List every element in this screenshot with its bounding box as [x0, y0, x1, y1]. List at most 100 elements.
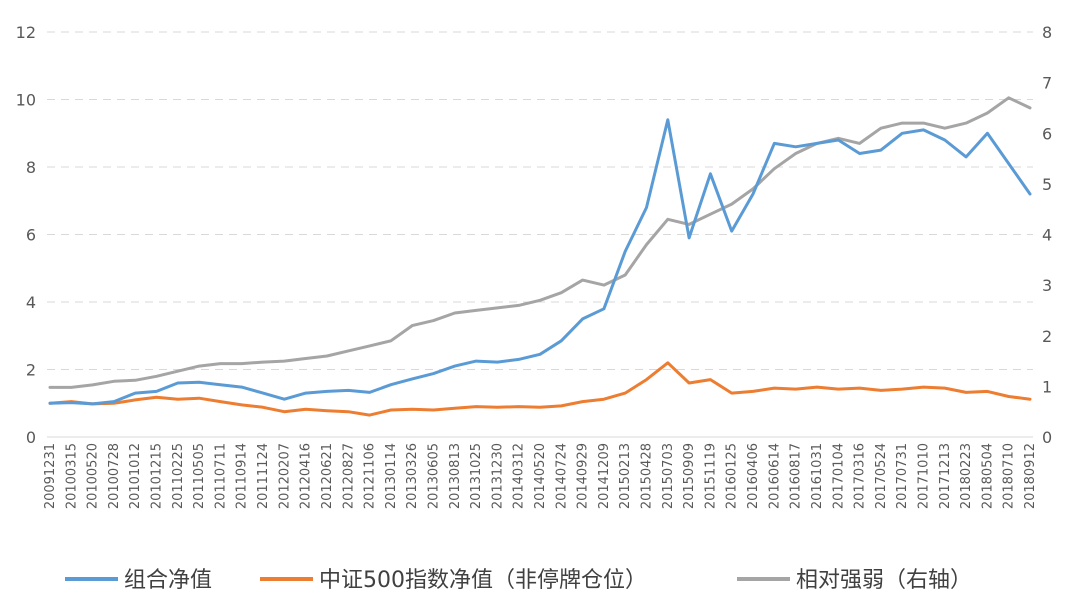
data-point-2	[773, 167, 776, 170]
data-point-1	[709, 378, 712, 381]
data-point-0	[389, 383, 393, 386]
data-point-2	[858, 142, 861, 145]
legend-label-1: 中证500指数净值（非停牌仓位）	[319, 568, 647, 593]
data-point-1	[922, 385, 925, 389]
data-point-1	[496, 406, 499, 409]
data-point-1	[538, 406, 542, 409]
y-right-tick-label: 5	[1042, 175, 1052, 194]
data-point-0	[1028, 192, 1032, 196]
legend-item-1: 中证500指数净值（非停牌仓位）	[260, 568, 647, 593]
data-point-1	[347, 410, 350, 413]
data-point-2	[666, 218, 669, 221]
data-point-1	[176, 398, 179, 401]
data-point-2	[709, 213, 712, 216]
x-tick-label: 20180504	[980, 443, 995, 509]
legend-item-2: 相对强弱（右轴）	[737, 568, 972, 593]
data-point-1	[794, 387, 797, 391]
y-left-tick-label: 6	[26, 226, 36, 245]
y-left-tick-label: 4	[26, 293, 36, 312]
data-point-1	[474, 405, 478, 408]
data-point-0	[964, 155, 968, 159]
x-tick-label: 20151119	[703, 443, 718, 509]
data-point-2	[261, 360, 265, 364]
data-point-2	[645, 243, 648, 246]
data-point-1	[837, 387, 840, 391]
data-point-1	[687, 381, 691, 385]
x-tick-label: 20110505	[192, 443, 207, 509]
data-point-2	[325, 354, 329, 358]
data-point-0	[624, 250, 627, 253]
x-tick-label: 20091231	[43, 443, 58, 509]
y-right-tick-label: 7	[1042, 74, 1052, 93]
data-point-0	[666, 118, 669, 122]
data-point-1	[219, 400, 222, 403]
data-point-0	[368, 391, 371, 394]
data-point-0	[986, 132, 989, 135]
data-point-2	[496, 306, 499, 310]
data-point-1	[325, 409, 329, 412]
x-tick-label: 20160406	[746, 443, 761, 509]
data-point-2	[943, 127, 946, 130]
data-point-0	[240, 385, 243, 389]
data-point-2	[730, 202, 733, 206]
data-point-0	[517, 358, 520, 361]
data-point-2	[91, 383, 94, 387]
x-tick-label: 20110914	[235, 443, 250, 509]
data-point-0	[304, 391, 307, 395]
data-point-0	[176, 381, 179, 385]
data-point-1	[453, 407, 456, 410]
y-right-tick-label: 2	[1042, 327, 1052, 346]
x-tick-label: 20150428	[640, 443, 655, 509]
data-point-0	[112, 400, 116, 403]
x-tick-label: 20120416	[299, 443, 314, 509]
data-point-2	[538, 299, 542, 302]
data-point-1	[283, 410, 286, 413]
legend-label-0: 组合净值	[124, 568, 212, 593]
data-point-2	[283, 359, 286, 363]
series-line-2	[48, 96, 1032, 389]
data-point-1	[751, 390, 755, 393]
data-point-2	[155, 375, 158, 378]
y-right-tick-label: 4	[1042, 226, 1052, 245]
data-point-0	[922, 128, 925, 132]
data-point-1	[134, 398, 137, 402]
y-left-tick-label: 12	[16, 23, 36, 42]
legend: 组合净值 中证500指数净值（非停牌仓位） 相对强弱（右轴）	[65, 568, 972, 593]
x-tick-label: 20180912	[1023, 443, 1038, 509]
data-point-0	[283, 398, 286, 401]
x-tick-label: 20100728	[107, 443, 122, 509]
data-point-0	[730, 229, 733, 233]
data-point-0	[645, 206, 648, 209]
data-point-0	[325, 390, 329, 393]
data-point-2	[134, 379, 137, 382]
data-point-1	[666, 361, 669, 364]
x-tick-label: 20150213	[618, 443, 633, 509]
data-point-0	[901, 132, 904, 135]
data-point-0	[858, 152, 861, 155]
data-point-1	[645, 378, 648, 381]
data-point-0	[474, 359, 478, 363]
data-point-1	[517, 405, 520, 408]
y-right-tick-label: 8	[1042, 23, 1052, 42]
data-point-2	[453, 311, 456, 315]
x-tick-label: 20140520	[533, 443, 548, 509]
data-point-2	[879, 127, 883, 130]
data-point-1	[197, 397, 201, 400]
x-tick-label: 20131230	[490, 443, 505, 509]
data-point-0	[837, 138, 840, 142]
x-tick-label: 20160125	[725, 443, 740, 509]
x-tick-label: 20170104	[831, 443, 846, 509]
data-point-0	[219, 383, 222, 386]
x-axis: 20091231 20100315 20100520 20100728 20101012…	[43, 443, 1038, 509]
data-point-0	[602, 307, 606, 310]
x-tick-label: 20150703	[661, 443, 676, 509]
x-tick-label: 20100520	[86, 443, 101, 509]
data-point-1	[368, 413, 371, 417]
data-point-1	[1028, 398, 1032, 401]
x-tick-label: 20140312	[512, 443, 527, 509]
data-point-2	[964, 121, 968, 125]
data-point-2	[411, 324, 414, 327]
data-point-0	[879, 148, 883, 152]
data-point-1	[432, 408, 435, 412]
data-point-2	[922, 121, 925, 125]
